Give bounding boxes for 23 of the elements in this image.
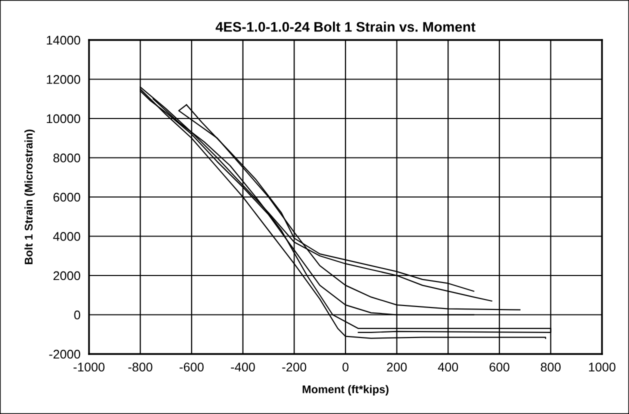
x-tick-label: 1000: [589, 362, 616, 372]
y-tick-label: -2000: [49, 350, 80, 359]
x-tick-label: 200: [387, 362, 407, 372]
x-tick-label: -800: [128, 362, 152, 372]
y-tick-label: 2000: [53, 271, 80, 280]
chart-title: 4ES-1.0-1.0-24 Bolt 1 Strain vs. Moment: [216, 22, 476, 32]
y-tick-label: 0: [74, 310, 80, 320]
y-axis-title: Bolt 1 Strain (Microstrain): [24, 130, 35, 264]
x-tick-label: 800: [540, 362, 561, 372]
x-tick-label: -400: [230, 362, 255, 372]
x-tick-label: -200: [282, 362, 306, 372]
y-tick-label: 14000: [46, 36, 80, 45]
y-tick-label: 6000: [53, 192, 80, 202]
x-tick-label: 0: [342, 362, 348, 372]
x-tick-label: -1000: [74, 362, 104, 372]
x-tick-label: 600: [490, 362, 510, 372]
x-tick-label: 400: [438, 362, 458, 372]
y-tick-label: 12000: [46, 75, 80, 84]
x-tick-label: -600: [180, 362, 204, 372]
y-tick-label: 8000: [53, 154, 80, 162]
y-tick-label: 10000: [46, 114, 80, 124]
x-axis-title: Moment (ft*kips): [302, 385, 388, 396]
y-tick-label: 4000: [53, 232, 80, 241]
